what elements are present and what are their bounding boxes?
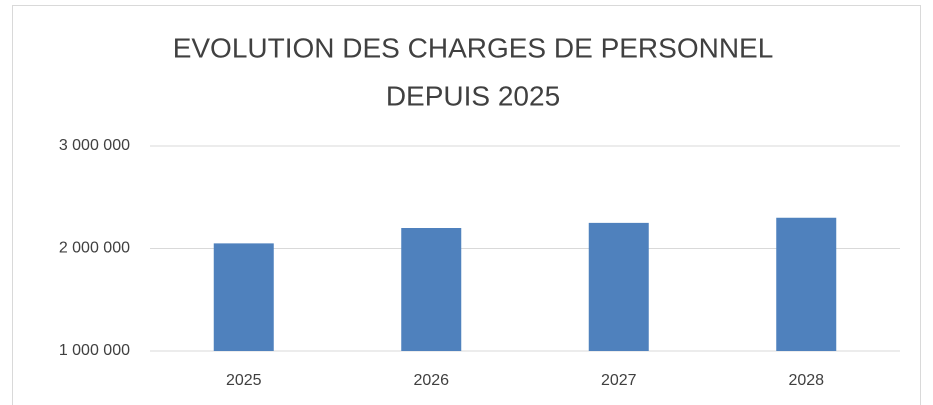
x-tick-label: 2026: [413, 372, 449, 389]
bar: [588, 222, 649, 351]
x-tick-label: 2025: [226, 372, 262, 389]
y-tick-label: 3 000 000: [59, 137, 130, 154]
chart-title: DEPUIS 2025: [386, 80, 560, 111]
x-tick-label: 2027: [601, 372, 637, 389]
bar: [401, 228, 462, 351]
y-tick-label: 2 000 000: [59, 240, 130, 257]
bar: [213, 243, 274, 351]
chart-border: [12, 5, 921, 405]
chart-title: EVOLUTION DES CHARGES DE PERSONNEL: [173, 32, 774, 63]
y-tick-label: 1 000 000: [59, 342, 130, 359]
x-tick-label: 2028: [788, 372, 824, 389]
bar: [776, 217, 837, 351]
